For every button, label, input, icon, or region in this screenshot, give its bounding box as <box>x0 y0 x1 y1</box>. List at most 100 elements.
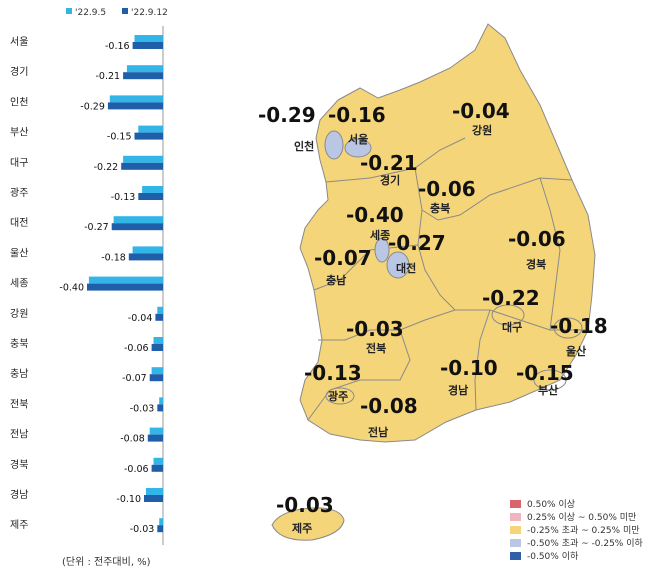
map-land <box>271 23 596 541</box>
bar <box>121 162 163 170</box>
category-label: 경기 <box>10 65 28 78</box>
region-value: -0.06 <box>508 227 566 251</box>
bar <box>142 186 163 193</box>
seoul-area <box>344 138 372 158</box>
unit-note: (단위 : 전주대비, %) <box>62 557 151 568</box>
bar <box>159 397 163 405</box>
region-value: -0.18 <box>550 314 608 338</box>
category-label: 경남 <box>10 488 28 501</box>
bar <box>157 525 163 533</box>
bar <box>134 35 163 42</box>
region-name: 경기 <box>380 173 400 187</box>
data-label: -0.22 <box>94 162 119 173</box>
legend-text: -0.25% 초과 ~ 0.25% 미만 <box>527 526 640 536</box>
region-value: -0.03 <box>276 493 334 517</box>
bar <box>138 125 163 133</box>
region-value: -0.08 <box>360 394 418 418</box>
data-label: -0.04 <box>128 313 153 324</box>
legend-text: 0.50% 이상 <box>527 500 576 510</box>
bar <box>149 374 163 382</box>
data-label: -0.40 <box>59 283 84 294</box>
region-name: 울산 <box>566 344 586 358</box>
category-label: 부산 <box>10 127 28 139</box>
province-borders <box>307 137 588 421</box>
legend-swatch <box>510 525 521 534</box>
legend-text: 0.25% 이상 ~ 0.50% 미만 <box>527 513 637 523</box>
region-value: -0.22 <box>482 286 540 310</box>
bar <box>87 283 163 291</box>
bar <box>88 276 163 284</box>
data-label: -0.15 <box>107 132 132 143</box>
bar <box>153 337 163 344</box>
region-value: -0.40 <box>346 203 404 227</box>
category-label: 서울 <box>10 36 28 48</box>
bar <box>157 404 163 412</box>
bar <box>123 155 163 163</box>
data-label: -0.10 <box>116 494 141 505</box>
bar <box>151 344 163 351</box>
data-label: -0.03 <box>130 524 155 535</box>
region-value: -0.10 <box>440 356 498 380</box>
daejeon-area <box>386 251 410 279</box>
category-label: 전남 <box>10 429 28 441</box>
sejong-area <box>374 237 390 263</box>
data-label: -0.08 <box>120 434 145 445</box>
bar <box>151 464 163 472</box>
legend-swatch <box>510 538 521 547</box>
bar <box>147 434 163 442</box>
legend-label: '22.9.5 <box>75 8 106 18</box>
jeju-shape <box>271 507 345 541</box>
gwangju-area <box>325 387 355 405</box>
bar <box>111 223 163 231</box>
mainland-shape <box>299 23 596 443</box>
region-name: 인천 <box>294 139 314 153</box>
category-label: 세종 <box>10 278 28 290</box>
region-name: 전북 <box>366 341 386 355</box>
legend-item: 0.50% 이상 <box>510 497 643 510</box>
incheon-area <box>324 130 344 160</box>
bar <box>144 495 163 502</box>
category-label: 충남 <box>10 368 28 380</box>
region-value: -0.13 <box>304 361 362 385</box>
category-label: 인천 <box>10 96 28 108</box>
bar <box>113 216 163 224</box>
region-name: 충남 <box>326 273 346 287</box>
legend-label: '22.9.12 <box>131 8 168 18</box>
bar <box>128 253 163 261</box>
legend-swatch <box>510 499 521 508</box>
legend-swatch <box>510 512 521 521</box>
region-value: -0.27 <box>388 231 446 255</box>
region-name: 광주 <box>328 390 348 403</box>
legend-item: -0.50% 이하 <box>510 549 643 562</box>
category-label: 대전 <box>10 217 28 229</box>
bar <box>132 246 163 254</box>
data-label: -0.06 <box>124 464 149 475</box>
category-label: 울산 <box>10 247 28 259</box>
bar <box>107 102 163 110</box>
region-value: -0.06 <box>418 177 476 201</box>
bar <box>109 95 163 103</box>
data-label: -0.21 <box>96 71 121 82</box>
region-name: 강원 <box>472 123 492 137</box>
legend-text: -0.50% 이하 <box>527 552 579 562</box>
busan-area <box>533 369 567 391</box>
category-label: 광주 <box>10 187 28 199</box>
data-label: -0.27 <box>84 222 109 233</box>
category-label: 충북 <box>10 338 28 350</box>
region-name: 충북 <box>430 201 450 215</box>
region-name: 세종 <box>370 228 390 242</box>
category-label: 대구 <box>10 157 28 169</box>
bar-chart: '22.9.5 '22.9.12 서울 -0.16 경기 -0.21 인천 -0.29 부산 -0… <box>10 8 168 545</box>
region-value: -0.21 <box>360 151 418 175</box>
legend-swatch <box>122 8 128 14</box>
bar <box>145 488 163 495</box>
data-label: -0.16 <box>105 41 130 52</box>
legend-text: -0.50% 초과 ~ -0.25% 이하 <box>527 539 643 549</box>
data-label: -0.06 <box>124 343 149 354</box>
bar <box>134 132 163 140</box>
bar <box>151 367 163 375</box>
bar <box>123 72 163 80</box>
bar <box>138 193 163 200</box>
